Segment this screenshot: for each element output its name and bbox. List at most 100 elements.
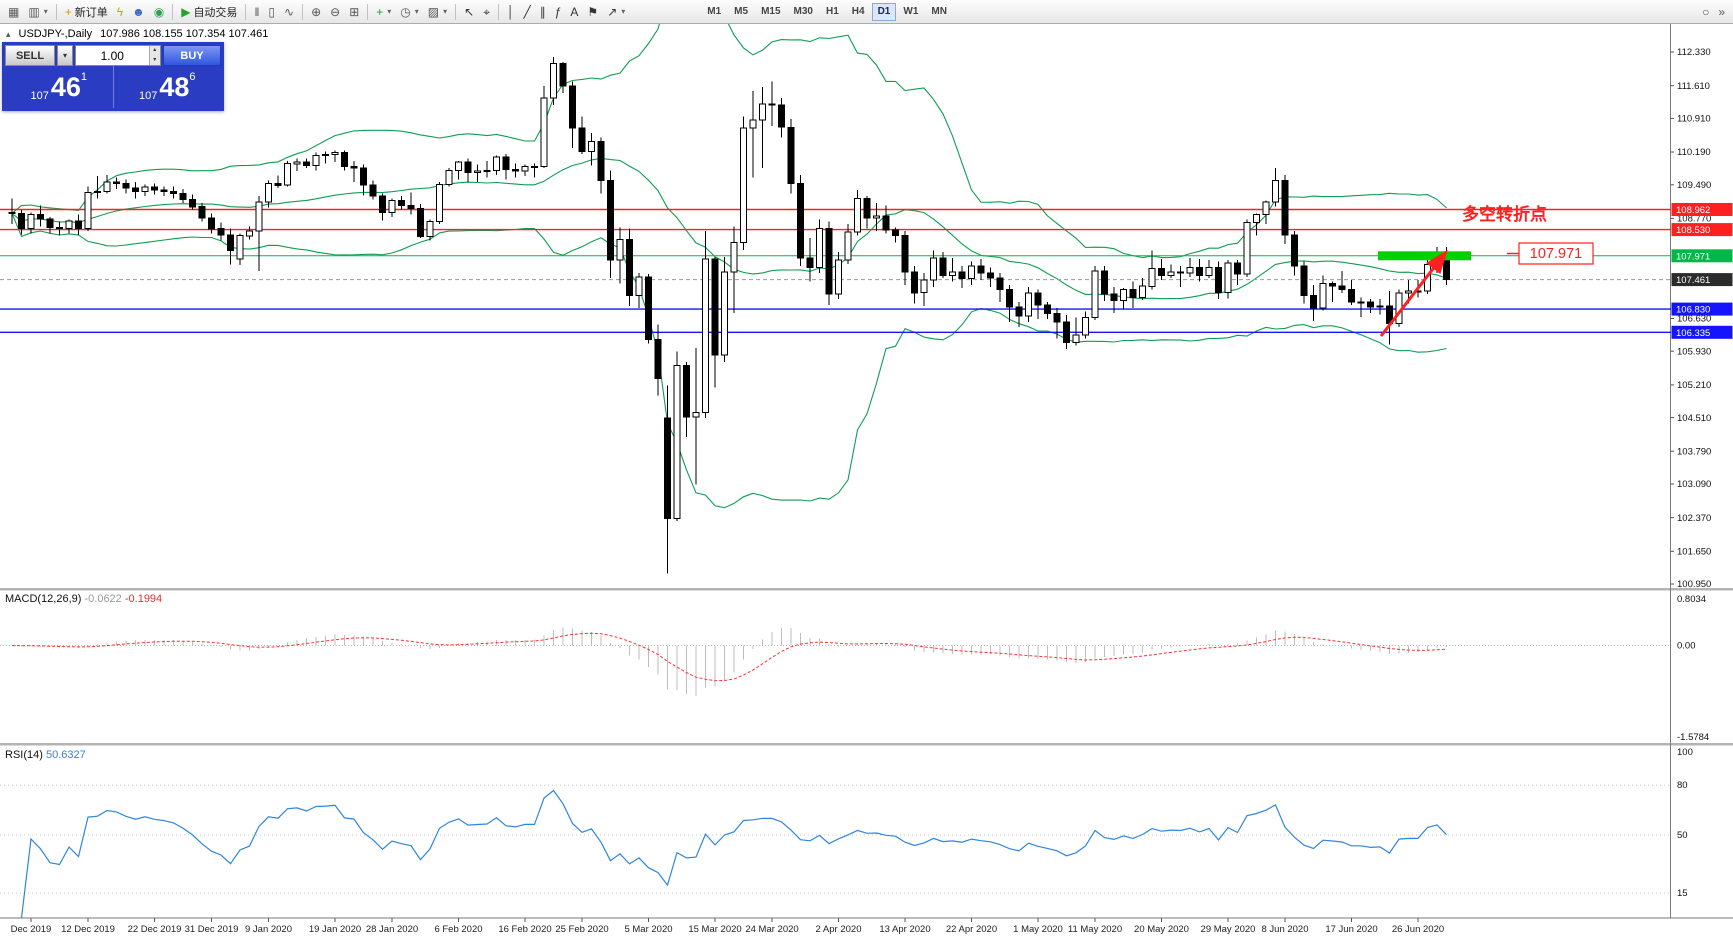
level-label-box[interactable]: 107.971	[1507, 242, 1594, 265]
price-axis-label: 101.650	[1677, 547, 1711, 558]
svg-text:106.830: 106.830	[1676, 305, 1710, 316]
terminal-icon: ϟ	[116, 4, 124, 19]
chart-symbol-period: USDJPY-,Daily	[18, 28, 93, 40]
timeframe-h1-button[interactable]: H1	[820, 3, 845, 21]
price-axis-label: 111.610	[1677, 81, 1710, 92]
one-click-toggle-icon[interactable]: ▴	[6, 28, 11, 39]
timeframe-m5-button[interactable]: M5	[728, 3, 754, 21]
trendline-button[interactable]: ╱	[519, 2, 534, 22]
date-axis-label: 24 Mar 2020	[745, 924, 798, 935]
autotrading-button[interactable]: ▶ 自动交易	[177, 2, 241, 22]
new-chart-button[interactable]: ▦	[4, 2, 23, 22]
candles-icon: ▯	[268, 4, 276, 19]
macd-label: MACD(12,26,9) -0.0622 -0.1994	[5, 593, 162, 605]
pivot-annotation[interactable]: 多空转折点	[1462, 204, 1547, 224]
volume-down-button[interactable]: ▾	[153, 56, 157, 63]
market-button[interactable]: ◉	[150, 2, 168, 22]
profiles-button[interactable]: ▥ ▾	[24, 2, 51, 22]
date-axis-label: 11 May 2020	[1068, 924, 1122, 935]
sell-price[interactable]: 107 46 1	[5, 66, 113, 108]
bars-button[interactable]: ǁ	[250, 2, 263, 22]
text-button[interactable]: A	[566, 2, 582, 22]
date-axis-label: 20 May 2020	[1134, 924, 1189, 935]
price-tag-108.962: 108.962	[1671, 203, 1733, 216]
bollinger-upper-band[interactable]	[11, 24, 1447, 259]
shapes-button[interactable]: ↗ ▾	[603, 2, 629, 22]
date-axis-label: 22 Dec 2019	[128, 924, 182, 935]
new-order-button-label: 新订单	[74, 6, 108, 19]
date-axis-label: 8 Jun 2020	[1261, 924, 1308, 935]
bollinger-middle-band[interactable]	[11, 157, 1447, 300]
cursor-button[interactable]: ↖	[460, 2, 478, 22]
price-axis-label: 102.370	[1677, 513, 1711, 524]
timeframe-m15-button[interactable]: M15	[755, 3, 786, 21]
date-axis-label: 16 Feb 2020	[498, 924, 551, 935]
price-axis-label: 108.770	[1677, 214, 1711, 225]
sell-button[interactable]: SELL	[5, 45, 55, 66]
rsi-axis-label: 100	[1677, 747, 1693, 758]
channel-button[interactable]: ∥	[536, 2, 550, 22]
macd-panel-separator[interactable]	[0, 588, 1733, 591]
indicators-button-caret-icon: ▾	[387, 7, 392, 16]
market-icon: ◉	[153, 4, 165, 19]
periods-button-caret-icon: ▾	[414, 7, 419, 16]
volume-input[interactable]	[76, 46, 149, 65]
svg-text:107.971: 107.971	[1530, 246, 1582, 262]
vertical-line-button[interactable]: │	[503, 2, 519, 22]
search-button[interactable]: ○	[1698, 2, 1713, 22]
buy-price[interactable]: 107 48 6	[112, 66, 222, 108]
date-axis[interactable]: Dec 2019 12 Dec 2019 22 Dec 2019 31 Dec 201…	[11, 918, 1444, 935]
buy-price-big: 48	[159, 71, 190, 102]
new-order-button[interactable]: + 新订单	[61, 2, 112, 22]
accounts-button[interactable]: ☻	[128, 2, 149, 22]
timeframe-m30-button[interactable]: M30	[788, 3, 819, 21]
periods-button[interactable]: ◷ ▾	[396, 2, 423, 22]
timeframe-h4-button[interactable]: H4	[846, 3, 871, 21]
shapes-button-caret-icon: ▾	[621, 7, 626, 16]
rsi-panel-separator[interactable]	[0, 743, 1733, 746]
tile-windows-button[interactable]: ⊞	[345, 2, 363, 22]
order-type-dropdown[interactable]: ▾	[57, 45, 73, 66]
date-axis-label: 13 Apr 2020	[879, 924, 930, 935]
price-axis[interactable]: 112.330 111.610 110.910 110.190 109.490 108.7…	[1670, 47, 1733, 590]
price-tag-106.830: 106.830	[1671, 302, 1733, 316]
tile-windows-icon: ⊞	[349, 4, 360, 19]
svg-text:108.530: 108.530	[1676, 225, 1710, 236]
timeframe-w1-button[interactable]: W1	[897, 3, 924, 21]
toolbar-separator	[55, 3, 57, 20]
rsi-panel	[0, 784, 1671, 918]
buy-button[interactable]: BUY	[163, 45, 221, 66]
templates-button[interactable]: ▨ ▾	[424, 2, 451, 22]
price-axis-label: 103.790	[1677, 446, 1711, 457]
candlesticks	[8, 57, 1450, 574]
resistance-zone-rect[interactable]	[1378, 251, 1471, 261]
timeframe-mn-button[interactable]: MN	[925, 3, 953, 21]
toolbar: ▦ ▥ ▾ + 新订单 ϟ ☻ ◉ ▶ 自动交易 ǁ ▯ ∿ ⊕ ⊖ ⊞ + ▾ ◷ ▾ ▨ ▾ ↖ ⌖ │ ╱ ∥ ƒ A ⚑ ↗ ▾ M1 M…	[0, 0, 1733, 24]
volume-up-button[interactable]: ▴	[153, 47, 157, 53]
timeframe-m1-button[interactable]: M1	[701, 3, 727, 21]
chart-canvas[interactable]: 多空转折点 107.971 112.330 111.610 110.910 110.190…	[0, 24, 1733, 946]
fibonacci-button[interactable]: ƒ	[551, 2, 566, 22]
zoom-in-icon: ⊕	[311, 4, 322, 19]
overflow-button[interactable]: »	[1714, 2, 1729, 22]
crosshair-button[interactable]: ⌖	[479, 2, 494, 22]
date-axis-label: 2 Apr 2020	[816, 924, 862, 935]
label-button[interactable]: ⚑	[583, 2, 602, 22]
toolbar-separator	[172, 3, 174, 20]
terminal-button[interactable]: ϟ	[113, 2, 127, 22]
main-chart-panel	[0, 24, 1671, 574]
bars-icon: ǁ	[254, 4, 260, 19]
trend-arrow[interactable]	[1379, 249, 1448, 337]
line-chart-button[interactable]: ∿	[280, 2, 298, 22]
candles-button[interactable]: ▯	[264, 2, 279, 22]
overflow-icon: »	[1718, 4, 1725, 19]
date-axis-label: 12 Dec 2019	[61, 924, 115, 935]
zoom-in-button[interactable]: ⊕	[307, 2, 325, 22]
chart-window: 多空转折点 107.971 112.330 111.610 110.910 110.190…	[0, 24, 1733, 946]
indicators-button[interactable]: + ▾	[372, 2, 395, 22]
svg-text:107.461: 107.461	[1676, 275, 1710, 286]
zoom-out-button[interactable]: ⊖	[326, 2, 344, 22]
timeframe-d1-button[interactable]: D1	[871, 2, 897, 21]
date-axis-label: 17 Jun 2020	[1325, 924, 1377, 935]
bollinger-lower-band[interactable]	[11, 213, 1447, 509]
